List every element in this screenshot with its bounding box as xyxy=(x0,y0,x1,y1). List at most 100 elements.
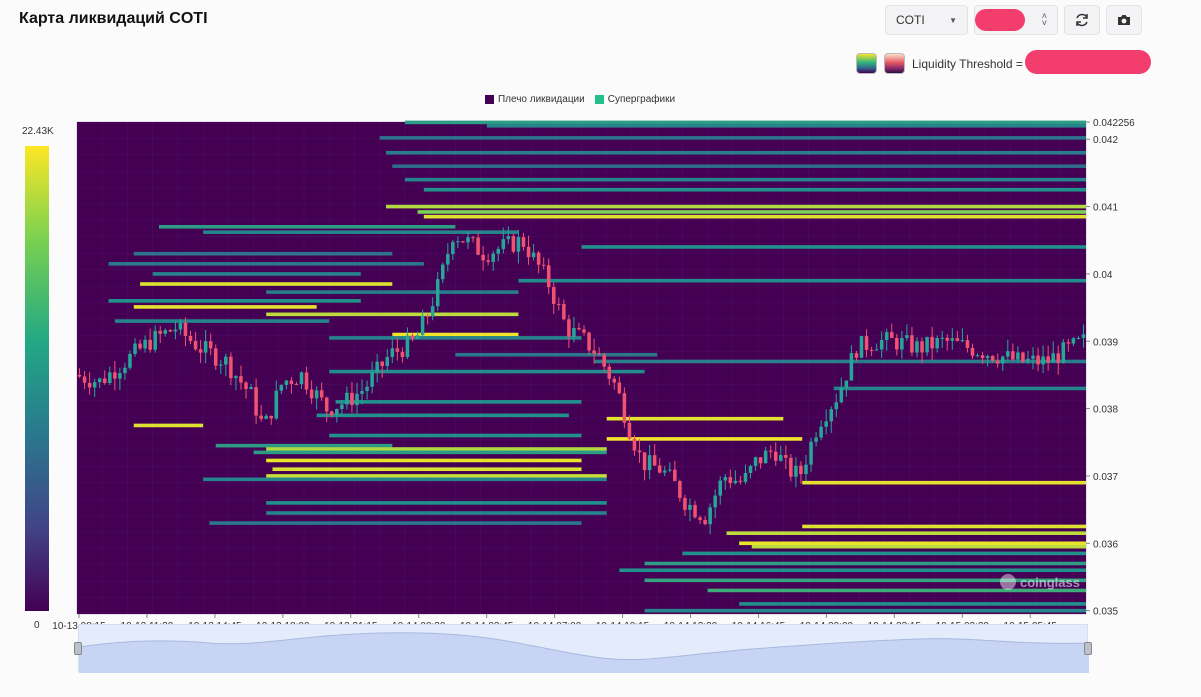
candle-body xyxy=(668,469,672,471)
candle-body xyxy=(264,415,268,419)
candle-body xyxy=(824,421,828,427)
candle-body xyxy=(814,437,818,442)
palette-row: Liquidity Threshold = xyxy=(856,53,1023,74)
coinglass-logo-icon xyxy=(1000,574,1016,590)
liquidation-level-bar xyxy=(707,588,1086,593)
candle-body xyxy=(501,239,506,249)
liquidation-level-bar xyxy=(266,447,607,451)
candle-body xyxy=(879,339,884,350)
candle-body xyxy=(148,339,152,350)
candle-body xyxy=(451,241,455,255)
candle-body xyxy=(168,330,173,332)
candle-body xyxy=(440,264,445,280)
candle-body xyxy=(794,465,798,477)
chart-legend: Плечо ликвидации Суперграфики xyxy=(0,94,1160,105)
candle-body xyxy=(526,246,531,258)
candle-body xyxy=(642,452,647,471)
candle-body xyxy=(536,252,541,265)
candle-body xyxy=(627,422,632,439)
refresh-button[interactable] xyxy=(1064,5,1100,35)
liquidity-threshold-label: Liquidity Threshold = xyxy=(912,56,1023,71)
camera-icon xyxy=(1118,15,1130,25)
liquidation-level-bar xyxy=(266,474,607,478)
candle-body xyxy=(1021,352,1025,362)
candle-body xyxy=(985,355,990,359)
candle-body xyxy=(935,338,939,349)
candle-body xyxy=(138,343,142,349)
legend-item-supercharts[interactable]: Суперграфики xyxy=(594,94,675,105)
candle-body xyxy=(425,315,430,317)
coin-select[interactable]: COTI ▼ xyxy=(885,5,968,35)
liquidation-level-bar xyxy=(751,544,1086,549)
candle-body xyxy=(662,470,667,473)
candle-body xyxy=(294,383,299,385)
liquidation-level-bar xyxy=(486,123,1086,128)
candle-body xyxy=(208,341,213,349)
candle-body xyxy=(239,376,243,383)
candle-body xyxy=(652,455,657,466)
candle-body xyxy=(511,236,516,252)
candle-body xyxy=(809,441,813,465)
candle-body xyxy=(617,382,622,394)
liquidation-level-bar xyxy=(266,458,582,463)
candle-body xyxy=(884,332,889,340)
candle-body xyxy=(375,361,379,373)
palette-viridis-button[interactable] xyxy=(856,53,877,74)
candle-body xyxy=(1076,337,1081,339)
candle-body xyxy=(118,373,122,379)
time-range-slider[interactable] xyxy=(78,624,1089,673)
liquidation-level-bar xyxy=(329,433,582,438)
candle-body xyxy=(683,497,687,510)
candle-body xyxy=(738,480,743,482)
color-scale-bar[interactable] xyxy=(25,146,49,611)
liquidation-level-bar xyxy=(316,413,569,418)
liquidation-level-bar xyxy=(594,359,1086,364)
liquidation-level-bar xyxy=(158,224,456,229)
candle-body xyxy=(819,426,823,438)
candle-body xyxy=(577,328,581,330)
candle-body xyxy=(567,319,571,337)
candle-body xyxy=(410,335,415,340)
candle-body xyxy=(789,457,793,477)
liquidation-level-bar xyxy=(386,204,1087,209)
candle-body xyxy=(365,386,369,392)
legend-label: Плечо ликвидации xyxy=(497,94,585,105)
candle-body xyxy=(395,348,400,352)
slider-handle-left[interactable] xyxy=(74,642,82,655)
candle-body xyxy=(995,360,1000,364)
candle-body xyxy=(380,361,384,367)
candle-body xyxy=(551,287,556,304)
liquidation-level-bar xyxy=(802,480,1086,485)
slider-handle-right[interactable] xyxy=(1084,642,1092,655)
liquidation-level-bar xyxy=(133,423,204,428)
candle-body xyxy=(773,451,778,461)
legend-item-liquidation-leverage[interactable]: Плечо ликвидации xyxy=(484,94,585,105)
liquidation-level-bar xyxy=(329,369,645,374)
candle-body xyxy=(743,472,748,482)
candle-body xyxy=(572,328,576,337)
candle-body xyxy=(955,338,960,341)
legend-swatch xyxy=(484,95,494,104)
candle-body xyxy=(97,378,102,383)
candle-body xyxy=(340,404,344,409)
candle-body xyxy=(370,372,374,387)
y-tick-label: 0.042256 xyxy=(1093,118,1135,129)
screenshot-button[interactable] xyxy=(1106,5,1142,35)
y-tick-label: 0.041 xyxy=(1093,203,1118,214)
liquidation-level-bar xyxy=(133,251,393,256)
y-tick-label: 0.042 xyxy=(1093,135,1118,146)
palette-magma-button[interactable] xyxy=(884,53,905,74)
candle-body xyxy=(849,353,854,381)
candle-body xyxy=(768,450,773,452)
liquidation-level-bar xyxy=(203,477,607,482)
candle-body xyxy=(844,380,849,388)
candle-body xyxy=(289,380,294,384)
liquidation-level-bar xyxy=(581,245,1086,249)
candle-body xyxy=(178,322,183,330)
candle-body xyxy=(829,409,833,422)
candle-body xyxy=(975,355,980,357)
candle-body xyxy=(960,340,965,342)
candle-body xyxy=(299,372,304,385)
candle-body xyxy=(980,355,985,359)
